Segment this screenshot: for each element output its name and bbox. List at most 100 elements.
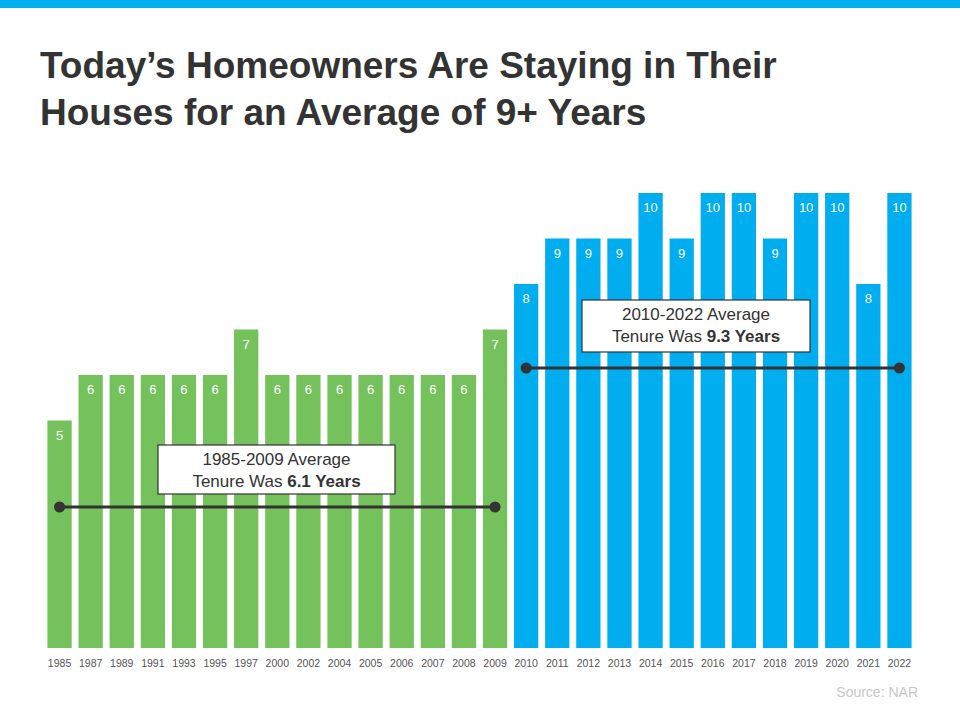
bar (47, 421, 71, 649)
data-label: 9 (616, 246, 623, 261)
x-tick-label: 2020 (826, 657, 850, 669)
bar (638, 193, 662, 648)
x-tick-label: 1985 (48, 657, 72, 669)
data-label: 6 (180, 382, 187, 397)
x-tick-label: 2018 (763, 657, 787, 669)
chart-container: Today’s Homeowners Are Staying in TheirH… (0, 0, 960, 720)
data-label: 6 (460, 382, 467, 397)
bar (514, 284, 538, 648)
bar (110, 375, 134, 648)
bar (296, 375, 320, 648)
chart-svg: Today’s Homeowners Are Staying in TheirH… (0, 0, 960, 720)
data-label: 9 (678, 246, 685, 261)
annotation-highlight: 9.3 Years (707, 327, 780, 346)
annotation-box (582, 300, 810, 352)
bar (172, 375, 196, 648)
data-label: 6 (429, 382, 436, 397)
data-label: 9 (771, 246, 778, 261)
x-tick-label: 1997 (235, 657, 259, 669)
x-tick-label: 2004 (328, 657, 352, 669)
data-label: 6 (274, 382, 281, 397)
annotation-text: Tenure Was (612, 327, 707, 346)
x-tick-label: 1987 (79, 657, 103, 669)
x-tick-label: 2022 (888, 657, 912, 669)
x-tick-label: 2009 (483, 657, 507, 669)
bar (794, 193, 818, 648)
average-line (60, 506, 496, 509)
data-label: 5 (56, 428, 63, 443)
x-tick-label: 2006 (390, 657, 414, 669)
x-tick-label: 2010 (514, 657, 538, 669)
average-line (526, 367, 899, 370)
data-label: 7 (491, 337, 498, 352)
bar (887, 193, 911, 648)
title-line: Houses for an Average of 9+ Years (40, 92, 646, 133)
data-label: 8 (865, 291, 872, 306)
data-label: 8 (523, 291, 530, 306)
bar (825, 193, 849, 648)
bars (47, 193, 911, 648)
bar (856, 284, 880, 648)
x-tick-label: 1995 (203, 657, 227, 669)
data-label: 6 (211, 382, 218, 397)
bar (732, 193, 756, 648)
average-dot (490, 502, 501, 513)
data-label: 6 (398, 382, 405, 397)
bar (390, 375, 414, 648)
x-tick-label: 1991 (141, 657, 165, 669)
x-tick-label: 2019 (794, 657, 818, 669)
bar (265, 375, 289, 648)
bar (203, 375, 227, 648)
data-label: 10 (737, 200, 751, 215)
x-tick-label: 2005 (359, 657, 383, 669)
x-tick-label: 2000 (266, 657, 290, 669)
data-label: 9 (585, 246, 592, 261)
top-stripe (0, 0, 960, 8)
x-tick-label: 2008 (452, 657, 476, 669)
annotations: 1985-2009 Average Tenure Was 6.1 Years 201… (54, 300, 905, 513)
bar (452, 375, 476, 648)
x-tick-label: 2016 (701, 657, 725, 669)
x-tick-label: 1993 (172, 657, 196, 669)
x-tick-label: 1989 (110, 657, 134, 669)
x-tick-label: 2021 (857, 657, 881, 669)
annotation-text: Tenure Was (192, 472, 287, 491)
annotation-text: 1985-2009 Average (202, 450, 350, 469)
bar (701, 193, 725, 648)
annotation-text: 2010-2022 Average (622, 305, 770, 324)
bar (545, 239, 569, 649)
data-label: 6 (336, 382, 343, 397)
x-tick-label: 2007 (421, 657, 445, 669)
bar (483, 330, 507, 649)
bar (358, 375, 382, 648)
data-label: 10 (892, 200, 906, 215)
data-label: 6 (118, 382, 125, 397)
data-label: 10 (643, 200, 657, 215)
source: Source: NAR (836, 684, 918, 700)
annotation-highlight: 6.1 Years (287, 472, 360, 491)
data-label: 10 (830, 200, 844, 215)
labels: 5 1985 6 1987 6 1989 6 1991 6 1993 6 1995 7 1997 6 2000… (48, 200, 911, 669)
x-tick-label: 2017 (732, 657, 756, 669)
data-label: 9 (554, 246, 561, 261)
data-label: 10 (706, 200, 720, 215)
x-tick-label: 2011 (546, 657, 569, 669)
annotation-text: Tenure Was 9.3 Years (612, 327, 780, 346)
data-label: 10 (799, 200, 813, 215)
data-label: 6 (305, 382, 312, 397)
data-label: 6 (87, 382, 94, 397)
bar (79, 375, 103, 648)
x-tick-label: 2002 (297, 657, 321, 669)
data-label: 6 (149, 382, 156, 397)
x-tick-label: 2015 (670, 657, 694, 669)
data-label: 7 (243, 337, 250, 352)
x-tick-label: 2013 (608, 657, 632, 669)
bar (421, 375, 445, 648)
annotation-text: Tenure Was 6.1 Years (192, 472, 360, 491)
average-dot (894, 363, 905, 374)
x-tick-label: 2012 (577, 657, 601, 669)
title: Today’s Homeowners Are Staying in TheirH… (40, 45, 777, 133)
average-dot (54, 502, 65, 513)
x-tick-label: 2014 (639, 657, 663, 669)
bar (327, 375, 351, 648)
